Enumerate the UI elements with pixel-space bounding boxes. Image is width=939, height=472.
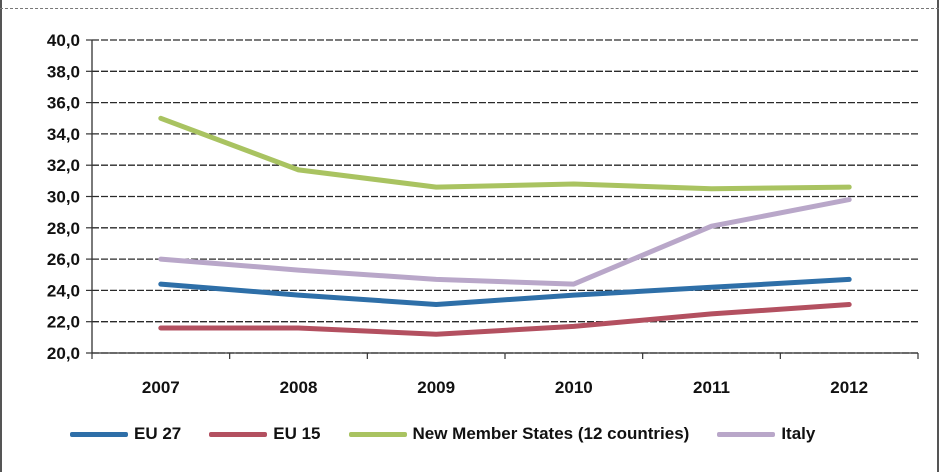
x-tick-label: 2012 <box>830 378 868 397</box>
legend-swatch-new-member-states <box>348 431 407 437</box>
legend-item-eu27: EU 27 <box>70 424 181 444</box>
y-tick-label: 28,0 <box>47 219 80 238</box>
y-tick-label: 20,0 <box>47 344 80 363</box>
y-tick-label: 32,0 <box>47 156 80 175</box>
legend-label-eu15: EU 15 <box>273 424 321 443</box>
y-tick-label: 40,0 <box>47 31 80 50</box>
chart-top-border <box>0 8 939 9</box>
y-tick-label: 38,0 <box>47 62 80 81</box>
x-tick-label: 2011 <box>693 378 730 397</box>
legend-swatch-eu27 <box>70 431 128 437</box>
legend-label-italy: Italy <box>781 424 816 443</box>
series-lines <box>158 115 852 337</box>
legend-item-eu15: EU 15 <box>209 424 321 444</box>
y-tick-label: 24,0 <box>47 281 80 300</box>
x-tick-label: 2009 <box>417 378 455 397</box>
line-chart: 40,0 38,0 36,0 34,0 32,0 30,0 28,0 26,0 24,0 22,0… <box>47 31 919 397</box>
legend-item-italy: Italy <box>717 424 815 444</box>
legend-label-eu27: EU 27 <box>134 424 182 443</box>
y-tick-labels: 40,0 38,0 36,0 34,0 32,0 30,0 28,0 26,0 24,0 22,0… <box>47 31 80 363</box>
legend-label-new-member-states: New Member States (12 countries) <box>412 424 690 443</box>
legend-item-new-member-states: New Member States (12 countries) <box>348 424 690 444</box>
x-tick-label: 2008 <box>280 378 318 397</box>
x-tick-labels: 2007 2008 2009 2010 2011 2012 <box>142 378 868 397</box>
legend-swatch-italy <box>717 431 776 437</box>
series-line-italy <box>158 197 852 287</box>
series-line-new-member-states-12-countries <box>158 115 852 192</box>
axes <box>86 39 919 359</box>
x-tick-label: 2010 <box>555 378 593 397</box>
legend: EU 27 EU 15 New Member States (12 countr… <box>70 424 815 444</box>
y-tick-label: 30,0 <box>47 188 80 207</box>
legend-swatch-eu15 <box>209 431 268 437</box>
y-tick-label: 22,0 <box>47 313 80 332</box>
series-line-eu-15 <box>158 302 852 337</box>
series-line-eu-27 <box>158 276 852 307</box>
y-tick-label: 34,0 <box>47 125 80 144</box>
x-tick-label: 2007 <box>142 378 180 397</box>
y-tick-label: 36,0 <box>47 94 80 113</box>
y-tick-label: 26,0 <box>47 250 80 269</box>
gridlines <box>92 39 918 354</box>
